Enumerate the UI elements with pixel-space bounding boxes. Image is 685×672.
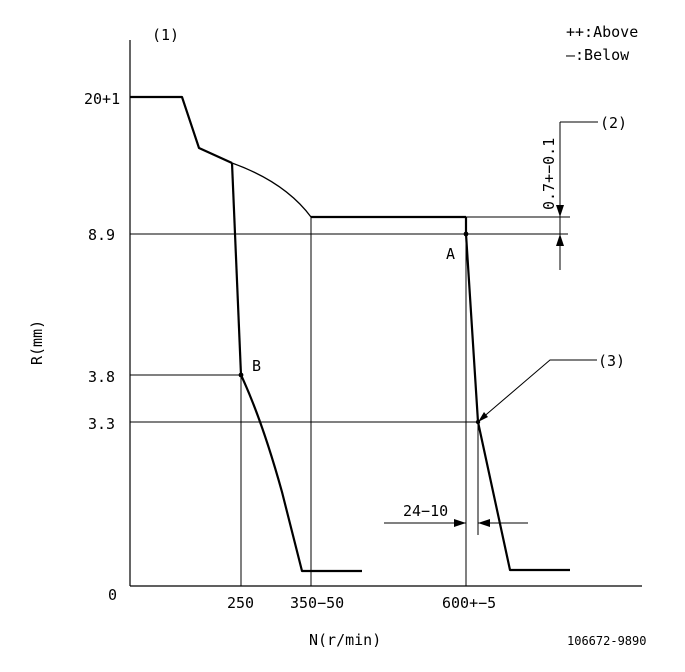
figure-id: 106672-9890: [567, 634, 646, 648]
y-tick-0: 0: [108, 586, 117, 604]
note-3-arrow-icon: [478, 412, 488, 422]
rack-curve-drop-right: [464, 217, 570, 572]
point-a-marker: [463, 231, 469, 237]
y-tick-3-3: 3.3: [88, 415, 115, 433]
dim-h-arrow-left-icon: [478, 519, 490, 527]
rack-curve-b-segment: [240, 374, 362, 573]
legend-below: —:Below: [566, 46, 630, 64]
dim2-arrow-up-icon: [556, 234, 564, 246]
dim2-value: 0.7+−0.1: [540, 138, 558, 210]
rack-curve-arc: [231, 162, 312, 218]
point-b-label: B: [252, 357, 261, 375]
x-axis-title: N(r/min): [309, 631, 381, 649]
x-tick-600: 600+−5: [442, 594, 496, 612]
y-axis-title: R(mm): [28, 320, 46, 365]
x-tick-350: 350−50: [290, 594, 344, 612]
note-3-leader: [480, 359, 597, 420]
rack-curve-drop-left: [230, 162, 243, 376]
y-tick-8-9: 8.9: [88, 226, 115, 244]
note-3-label: (3): [598, 352, 625, 370]
legend-above: ++:Above: [566, 23, 638, 41]
point-b-marker: [238, 372, 244, 378]
x-tick-250: 250: [227, 594, 254, 612]
dim-h-arrow-right-icon: [454, 519, 466, 527]
dim2-arrow-down-icon: [556, 205, 564, 217]
y-tick-20: 20+1: [84, 90, 120, 108]
dim-h-value: 24−10: [403, 502, 448, 520]
rack-curve-upper: [130, 95, 233, 165]
y-tick-3-8: 3.8: [88, 368, 115, 386]
note-2-label: (2): [600, 114, 627, 132]
point-a-label: A: [446, 245, 455, 263]
note-1-label: (1): [152, 26, 179, 44]
